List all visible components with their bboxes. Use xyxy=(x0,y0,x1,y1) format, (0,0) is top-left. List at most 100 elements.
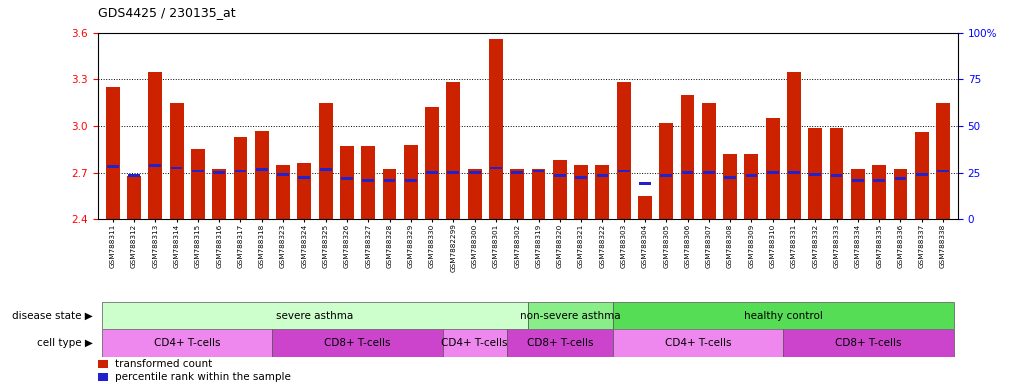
Bar xyxy=(872,165,886,219)
Bar xyxy=(443,329,507,357)
Bar xyxy=(638,196,652,219)
Bar xyxy=(595,165,610,219)
Bar xyxy=(107,165,118,168)
Bar xyxy=(723,154,737,219)
Bar xyxy=(533,170,545,172)
Bar xyxy=(915,132,929,219)
Bar xyxy=(617,83,630,219)
Bar xyxy=(553,160,566,219)
Bar xyxy=(701,103,716,219)
Bar xyxy=(106,87,119,219)
Bar xyxy=(613,329,784,357)
Bar xyxy=(510,169,524,219)
Bar xyxy=(192,170,204,172)
Bar xyxy=(937,170,949,172)
Text: transformed count: transformed count xyxy=(115,359,212,369)
Bar xyxy=(618,170,629,172)
Bar xyxy=(681,95,694,219)
Bar xyxy=(446,83,460,219)
Bar xyxy=(468,169,482,219)
Text: GDS4425 / 230135_at: GDS4425 / 230135_at xyxy=(98,6,236,19)
Bar xyxy=(319,168,332,171)
Text: CD8+ T-cells: CD8+ T-cells xyxy=(835,338,901,348)
Text: cell type ▶: cell type ▶ xyxy=(37,338,93,348)
Bar xyxy=(341,177,353,180)
Bar xyxy=(127,176,141,219)
Bar xyxy=(405,179,417,182)
Text: percentile rank within the sample: percentile rank within the sample xyxy=(115,372,290,382)
Bar xyxy=(916,173,928,175)
Text: disease state ▶: disease state ▶ xyxy=(12,311,93,321)
Bar xyxy=(102,329,272,357)
Bar xyxy=(102,302,527,329)
Bar xyxy=(575,176,587,179)
Bar xyxy=(171,167,182,169)
Bar xyxy=(425,107,439,219)
Bar xyxy=(277,173,289,175)
Bar xyxy=(235,170,246,172)
Bar xyxy=(362,146,375,219)
Text: CD8+ T-cells: CD8+ T-cells xyxy=(324,338,390,348)
Bar xyxy=(724,176,736,179)
Bar xyxy=(404,145,418,219)
Bar xyxy=(809,127,822,219)
Bar xyxy=(746,174,757,177)
Bar xyxy=(531,169,546,219)
Bar xyxy=(830,174,843,177)
Bar xyxy=(852,179,864,182)
Bar xyxy=(596,174,609,177)
Bar xyxy=(382,169,397,219)
Text: CD8+ T-cells: CD8+ T-cells xyxy=(526,338,593,348)
Bar xyxy=(829,127,844,219)
Bar xyxy=(234,137,247,219)
Bar xyxy=(363,179,374,182)
Bar xyxy=(574,165,588,219)
Bar xyxy=(272,329,443,357)
Bar xyxy=(148,71,163,219)
Bar xyxy=(490,167,502,169)
Bar xyxy=(276,165,290,219)
Bar xyxy=(170,103,183,219)
Bar xyxy=(128,174,140,177)
Bar xyxy=(254,131,269,219)
Bar xyxy=(212,169,227,219)
Bar xyxy=(766,171,779,174)
Text: CD4+ T-cells: CD4+ T-cells xyxy=(154,338,220,348)
Bar xyxy=(788,171,800,174)
Bar xyxy=(298,163,311,219)
Bar xyxy=(765,118,780,219)
Bar xyxy=(784,329,954,357)
Bar xyxy=(613,302,954,329)
Bar xyxy=(745,154,758,219)
Bar xyxy=(893,169,907,219)
Text: CD4+ T-cells: CD4+ T-cells xyxy=(442,338,508,348)
Bar xyxy=(511,171,523,174)
Bar xyxy=(682,171,693,174)
Bar xyxy=(469,171,481,174)
Bar xyxy=(340,146,354,219)
Bar xyxy=(554,174,565,177)
Bar xyxy=(936,103,950,219)
Bar xyxy=(426,171,438,174)
Bar xyxy=(318,103,333,219)
Bar xyxy=(639,182,651,185)
Bar xyxy=(873,179,885,182)
Bar xyxy=(507,329,613,357)
Bar xyxy=(191,149,205,219)
Text: healthy control: healthy control xyxy=(744,311,823,321)
Bar xyxy=(98,373,108,381)
Bar xyxy=(659,123,674,219)
Bar xyxy=(299,176,310,179)
Bar xyxy=(527,302,613,329)
Bar xyxy=(702,171,715,174)
Bar xyxy=(851,169,865,219)
Bar xyxy=(810,173,821,175)
Bar xyxy=(383,179,396,182)
Bar xyxy=(489,39,503,219)
Bar xyxy=(255,168,268,171)
Bar xyxy=(894,177,906,180)
Bar xyxy=(447,171,459,174)
Bar xyxy=(213,171,226,174)
Bar xyxy=(787,71,801,219)
Bar xyxy=(149,164,162,167)
